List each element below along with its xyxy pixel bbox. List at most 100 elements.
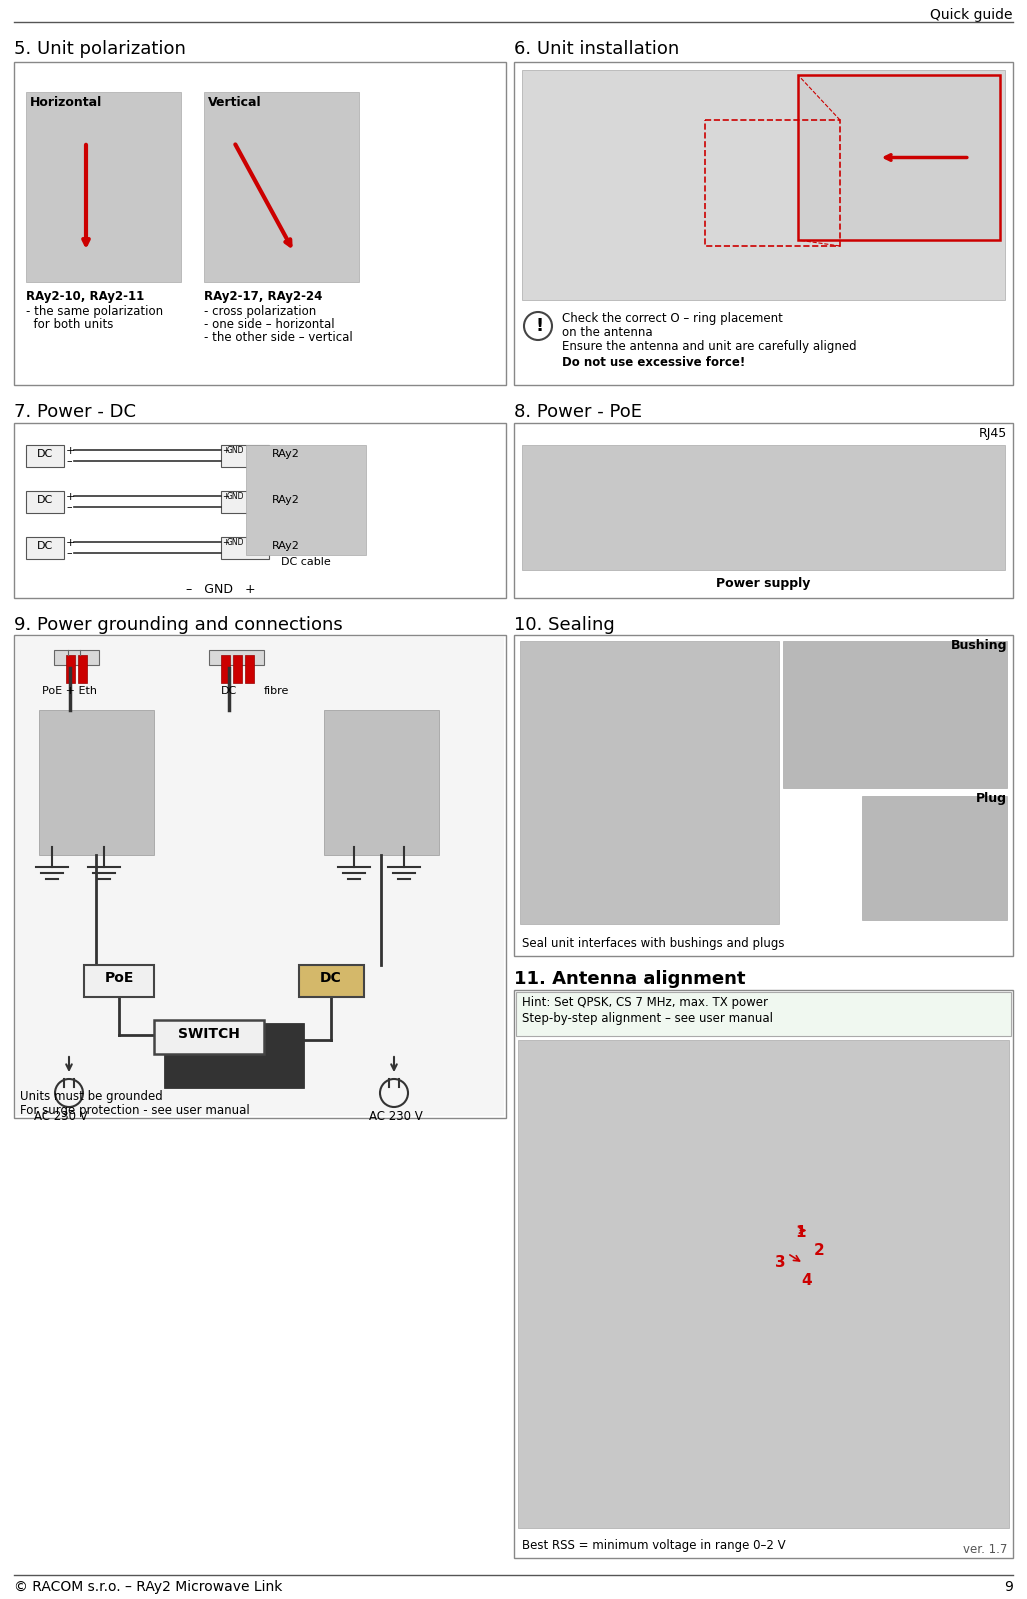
Text: –: – <box>66 456 72 465</box>
Text: 4: 4 <box>801 1273 812 1289</box>
Text: DC: DC <box>37 496 53 505</box>
Bar <box>514 424 1013 598</box>
Bar <box>14 635 506 1118</box>
Text: DC: DC <box>320 971 342 985</box>
Text: Best RSS = minimum voltage in range 0–2 V: Best RSS = minimum voltage in range 0–2 … <box>522 1538 786 1553</box>
Bar <box>514 635 1013 956</box>
Text: For surge protection - see user manual: For surge protection - see user manual <box>20 1103 250 1118</box>
Text: RJ45: RJ45 <box>979 427 1007 440</box>
Text: Vertical: Vertical <box>208 96 262 109</box>
Text: Step-by-step alignment – see user manual: Step-by-step alignment – see user manual <box>522 1012 773 1025</box>
Text: Units must be grounded: Units must be grounded <box>20 1091 162 1103</box>
Bar <box>221 445 269 467</box>
Bar <box>84 966 154 998</box>
Bar <box>518 1039 1009 1529</box>
Text: RAy2-10, RAy2-11: RAy2-10, RAy2-11 <box>26 289 144 302</box>
Bar <box>246 445 366 555</box>
Text: for both units: for both units <box>26 318 113 331</box>
Bar <box>39 710 154 855</box>
Text: GND: GND <box>227 537 244 547</box>
Text: 7. Power - DC: 7. Power - DC <box>14 403 136 421</box>
Bar <box>26 445 64 467</box>
Text: 10. Sealing: 10. Sealing <box>514 616 615 633</box>
Bar <box>164 1023 304 1087</box>
Bar <box>522 70 1005 301</box>
Text: 8. Power - PoE: 8. Power - PoE <box>514 403 642 421</box>
Text: 3: 3 <box>775 1255 786 1271</box>
Bar <box>14 62 506 385</box>
Text: –: – <box>66 502 72 512</box>
Bar <box>324 710 439 855</box>
Bar <box>522 445 1005 569</box>
Bar <box>66 656 75 683</box>
Bar <box>514 62 1013 385</box>
Bar <box>233 656 242 683</box>
Bar <box>783 641 1007 788</box>
Text: - the other side – vertical: - the other side – vertical <box>204 331 352 344</box>
Bar <box>26 491 64 513</box>
Bar <box>210 651 264 665</box>
Text: RAy2-17, RAy2-24: RAy2-17, RAy2-24 <box>204 289 322 302</box>
Text: RAy2: RAy2 <box>272 540 300 552</box>
Text: –   GND   +: – GND + <box>186 584 256 596</box>
Text: Bushing: Bushing <box>951 640 1007 652</box>
Bar <box>26 93 181 281</box>
Bar <box>16 636 504 1116</box>
Bar <box>299 966 364 998</box>
Text: © RACOM s.r.o. – RAy2 Microwave Link: © RACOM s.r.o. – RAy2 Microwave Link <box>14 1580 282 1594</box>
Text: SWITCH: SWITCH <box>178 1027 240 1041</box>
Text: DC: DC <box>37 449 53 459</box>
Bar <box>221 537 269 560</box>
Text: Plug: Plug <box>976 792 1007 804</box>
Text: 1: 1 <box>796 1225 806 1241</box>
Text: on the antenna: on the antenna <box>562 326 652 339</box>
Text: ver. 1.7: ver. 1.7 <box>962 1543 1007 1556</box>
Text: –: – <box>66 548 72 558</box>
Bar <box>221 656 230 683</box>
Text: 2: 2 <box>813 1244 825 1258</box>
Text: Power supply: Power supply <box>716 577 810 590</box>
Text: +: + <box>66 446 75 456</box>
Bar <box>204 93 359 281</box>
Bar <box>516 991 1011 1036</box>
Bar <box>26 537 64 560</box>
Text: GND: GND <box>227 492 244 500</box>
Text: RAy2: RAy2 <box>272 496 300 505</box>
Bar <box>14 424 506 598</box>
Text: 9: 9 <box>1004 1580 1013 1594</box>
Bar <box>221 491 269 513</box>
Bar <box>520 641 779 924</box>
Bar <box>798 75 1000 240</box>
Text: Do not use excessive force!: Do not use excessive force! <box>562 357 746 369</box>
Text: DC: DC <box>221 686 237 696</box>
Text: GND: GND <box>227 446 244 456</box>
Text: 11. Antenna alignment: 11. Antenna alignment <box>514 971 746 988</box>
Bar <box>862 796 1007 919</box>
Bar <box>78 656 87 683</box>
Text: Hint: Set QPSK, CS 7 MHz, max. TX power: Hint: Set QPSK, CS 7 MHz, max. TX power <box>522 996 768 1009</box>
Bar <box>245 656 254 683</box>
Text: Ensure the antenna and unit are carefully aligned: Ensure the antenna and unit are carefull… <box>562 341 857 353</box>
Text: !: ! <box>535 317 543 336</box>
Text: Quick guide: Quick guide <box>930 8 1013 22</box>
Text: +: + <box>222 492 229 500</box>
Bar <box>54 651 99 665</box>
Text: 6. Unit installation: 6. Unit installation <box>514 40 679 58</box>
Text: PoE + Eth: PoE + Eth <box>41 686 97 696</box>
Bar <box>514 990 1013 1557</box>
Text: AC 230 V: AC 230 V <box>34 1110 87 1122</box>
Text: +: + <box>222 537 229 547</box>
Text: +: + <box>222 446 229 456</box>
Bar <box>705 120 840 246</box>
Text: DC cable: DC cable <box>281 556 331 568</box>
Text: fibre: fibre <box>264 686 290 696</box>
Text: AC 230 V: AC 230 V <box>369 1110 423 1122</box>
Text: Check the correct O – ring placement: Check the correct O – ring placement <box>562 312 783 325</box>
Text: 9. Power grounding and connections: 9. Power grounding and connections <box>14 616 343 633</box>
Text: PoE: PoE <box>105 971 134 985</box>
Text: +: + <box>66 537 75 548</box>
Bar <box>154 1020 264 1054</box>
Text: - one side – horizontal: - one side – horizontal <box>204 318 335 331</box>
Text: - cross polarization: - cross polarization <box>204 305 316 318</box>
Text: Seal unit interfaces with bushings and plugs: Seal unit interfaces with bushings and p… <box>522 937 785 950</box>
